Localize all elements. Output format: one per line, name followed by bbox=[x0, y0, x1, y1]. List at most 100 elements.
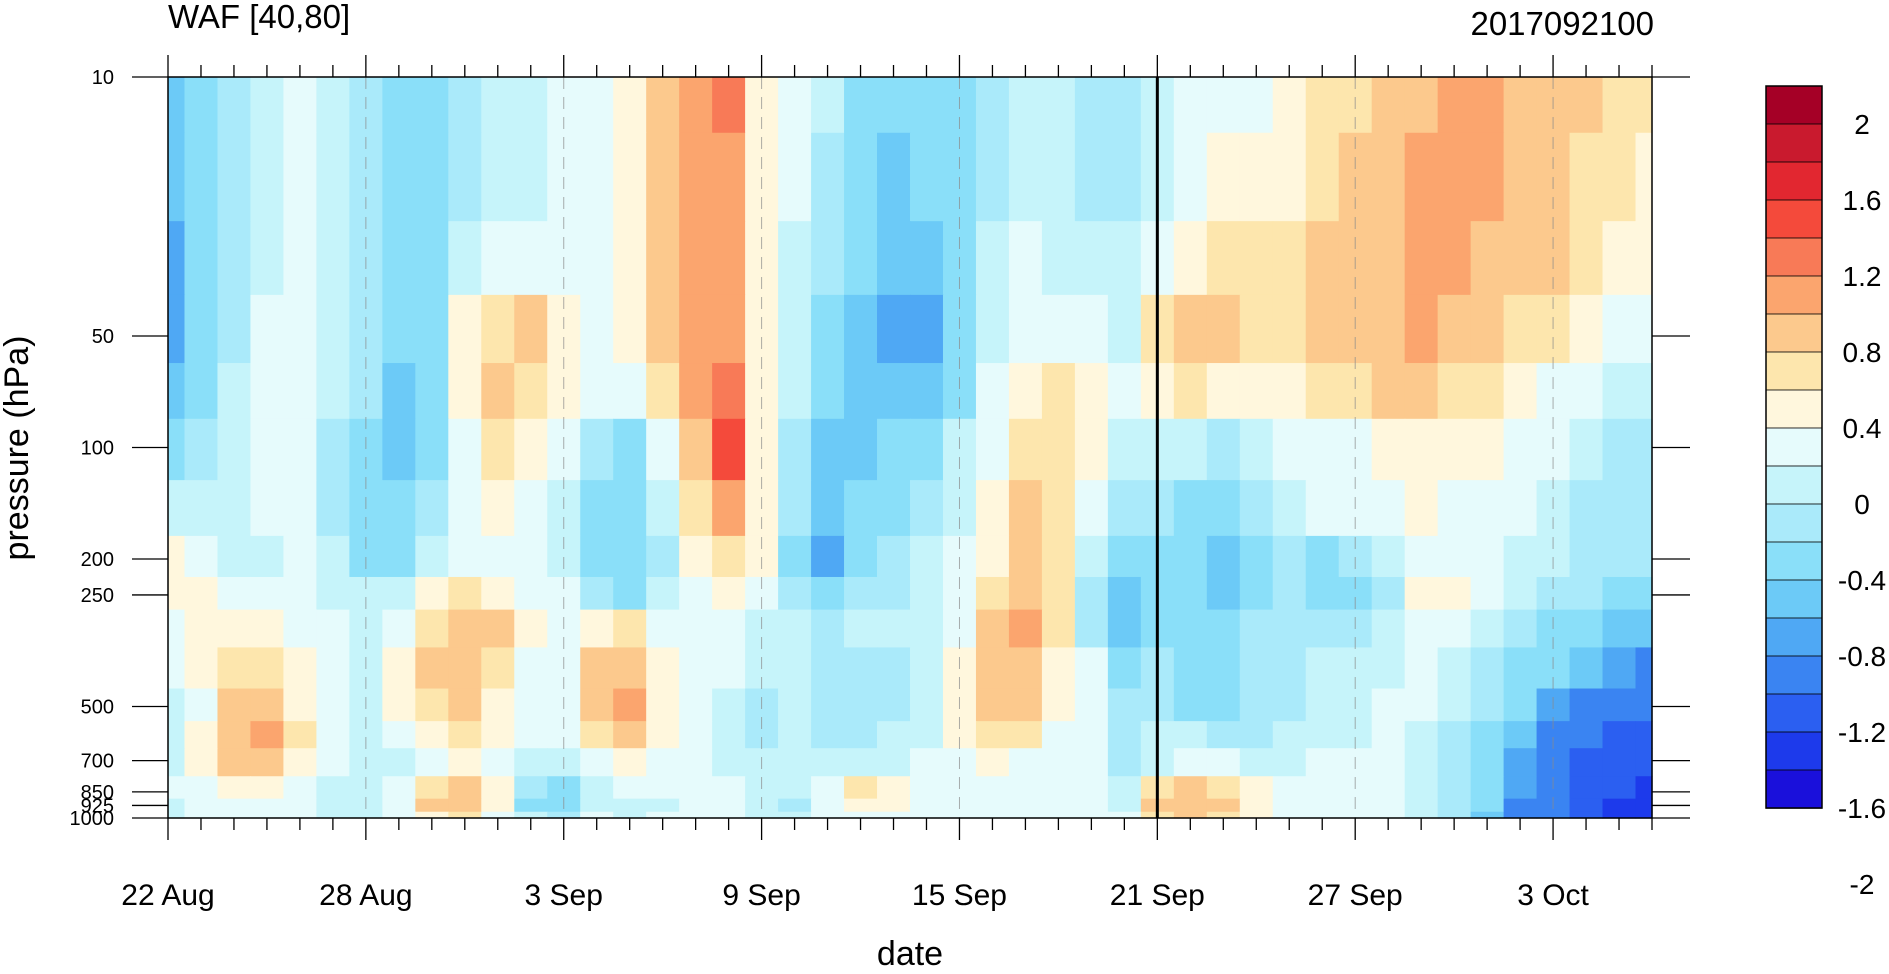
heat-cell bbox=[1404, 647, 1439, 690]
heat-cell bbox=[811, 798, 845, 813]
heat-cell bbox=[1536, 363, 1571, 420]
heat-cell bbox=[679, 721, 713, 749]
heat-cell bbox=[646, 776, 680, 800]
heat-cell bbox=[1404, 721, 1439, 749]
heat-cell bbox=[415, 721, 449, 749]
heat-cell bbox=[1404, 688, 1439, 722]
heat-cell bbox=[1404, 363, 1439, 420]
heat-cell bbox=[1008, 480, 1043, 537]
heat-cell bbox=[1272, 221, 1307, 296]
heat-cell bbox=[481, 798, 515, 813]
heat-cell bbox=[613, 609, 647, 649]
heat-cell bbox=[283, 535, 317, 578]
heat-cell bbox=[481, 294, 515, 364]
heat-cell bbox=[1272, 748, 1307, 777]
heat-cell bbox=[1239, 77, 1274, 134]
heat-cell bbox=[382, 776, 416, 800]
heat-cell bbox=[217, 811, 252, 819]
heat-cell bbox=[646, 418, 680, 481]
heat-cell bbox=[1371, 609, 1406, 649]
heat-cell bbox=[1470, 363, 1505, 420]
heat-cell bbox=[1503, 647, 1538, 690]
heat-cell bbox=[514, 294, 548, 364]
colorbar-label: 0.8 bbox=[1843, 337, 1882, 368]
heat-cell bbox=[975, 132, 1010, 222]
colorbar: 2 1.6 1.2 0.8 0.4 0 -0.4 -0.8 -1.2 -1.6 -2 bbox=[1765, 85, 1886, 900]
heat-cell bbox=[1206, 132, 1241, 222]
heat-cell bbox=[316, 221, 350, 296]
heat-cell bbox=[217, 480, 252, 537]
heat-cell bbox=[745, 418, 779, 481]
heat-cell bbox=[679, 748, 713, 777]
heat-cell bbox=[712, 798, 746, 813]
heat-cell bbox=[1404, 132, 1439, 222]
heat-cell bbox=[316, 647, 350, 690]
heat-cell bbox=[1437, 647, 1472, 690]
heat-cell bbox=[1404, 480, 1439, 537]
heat-cell bbox=[1206, 480, 1241, 537]
heat-cell bbox=[514, 77, 548, 134]
y-tick-label: 700 bbox=[81, 751, 114, 773]
heat-cell bbox=[217, 776, 252, 800]
heat-cell bbox=[1074, 363, 1109, 420]
colorbar-swatch bbox=[1765, 389, 1823, 429]
heat-cell bbox=[1008, 798, 1043, 813]
heat-cell bbox=[1239, 748, 1274, 777]
heat-cell bbox=[168, 688, 186, 722]
heat-cell bbox=[877, 609, 911, 649]
heat-cell bbox=[415, 776, 449, 800]
heat-cell bbox=[811, 221, 845, 296]
heat-cell bbox=[1074, 294, 1109, 364]
heat-cell bbox=[1602, 418, 1637, 481]
heat-cell bbox=[844, 132, 878, 222]
heat-cell bbox=[514, 609, 548, 649]
heat-cell bbox=[1569, 811, 1604, 819]
colorbar-border bbox=[1765, 85, 1823, 809]
heat-cell bbox=[778, 688, 812, 722]
heat-cell bbox=[1437, 221, 1472, 296]
heat-cell bbox=[712, 294, 746, 364]
heat-cell bbox=[1404, 798, 1439, 813]
heat-cell bbox=[316, 363, 350, 420]
heat-cell bbox=[1074, 132, 1109, 222]
heat-cell bbox=[481, 363, 515, 420]
heat-cell bbox=[1602, 811, 1637, 819]
heat-cell bbox=[1437, 535, 1472, 578]
heat-cell bbox=[168, 576, 186, 611]
heat-cell bbox=[1470, 798, 1505, 813]
heat-cell bbox=[1107, 609, 1142, 649]
heat-cell bbox=[1635, 77, 1653, 134]
heat-cell bbox=[844, 798, 878, 813]
heat-cell bbox=[514, 798, 548, 813]
heat-cell bbox=[712, 748, 746, 777]
heat-cell bbox=[1602, 77, 1637, 134]
heat-cell bbox=[712, 647, 746, 690]
heat-cell bbox=[613, 221, 647, 296]
heat-cell bbox=[1371, 535, 1406, 578]
colorbar-swatch bbox=[1765, 617, 1823, 657]
heat-cell bbox=[415, 77, 449, 134]
heat-cell bbox=[877, 480, 911, 537]
heat-cell bbox=[1503, 418, 1538, 481]
heat-cell bbox=[382, 647, 416, 690]
heat-cell bbox=[1173, 776, 1208, 800]
heat-cell bbox=[910, 132, 944, 222]
heat-cell bbox=[1173, 480, 1208, 537]
colorbar-swatch bbox=[1765, 351, 1823, 391]
heat-cell bbox=[1569, 576, 1604, 611]
heat-cell bbox=[1206, 535, 1241, 578]
heat-cell bbox=[1470, 418, 1505, 481]
heat-cell bbox=[1470, 480, 1505, 537]
heat-cell bbox=[184, 418, 219, 481]
heat-cell bbox=[712, 688, 746, 722]
heat-cell bbox=[448, 721, 482, 749]
heat-cell bbox=[316, 418, 350, 481]
heat-cell bbox=[975, 77, 1010, 134]
heat-cell bbox=[712, 77, 746, 134]
heat-cell bbox=[184, 576, 219, 611]
heat-cell bbox=[1602, 576, 1637, 611]
heat-cell bbox=[1008, 688, 1043, 722]
heat-cell bbox=[1206, 418, 1241, 481]
heat-cell bbox=[250, 363, 285, 420]
